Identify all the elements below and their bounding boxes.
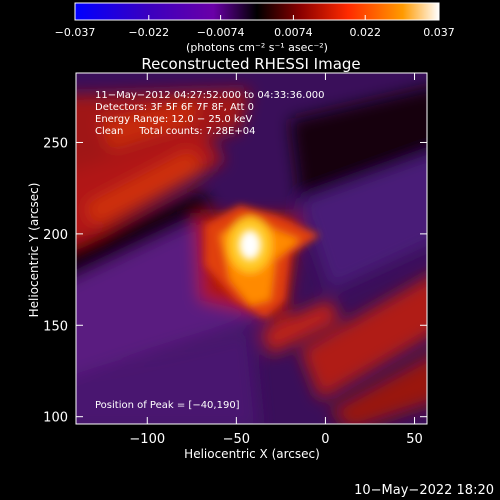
colorbar-tick-label: −0.0074	[197, 26, 245, 39]
x-tick-label: 0	[321, 432, 329, 447]
x-axis-label: Heliocentric X (arcsec)	[184, 447, 320, 461]
colorbar-ticks: −0.037 −0.022 −0.0074 0.0074 0.022 0.037	[55, 15, 455, 39]
annotation-block: 11−May−2012 04:27:52.000 to 04:33:36.000…	[95, 90, 325, 137]
colorbar	[74, 2, 440, 21]
y-tick-label: 200	[43, 228, 68, 243]
annotation-line: Clean Total counts: 7.28E+04	[95, 126, 255, 137]
footer-timestamp: 10−May−2022 18:20	[354, 483, 494, 498]
colorbar-tick-label: 0.022	[349, 26, 381, 39]
axis-ticks: −100 −50 0 50 100 150 200 250	[43, 73, 427, 447]
colorbar-tick-label: −0.037	[55, 26, 96, 39]
heatmap-image	[76, 73, 427, 424]
annotation-line: Detectors: 3F 5F 6F 7F 8F, Att 0	[95, 102, 254, 113]
y-tick-label: 250	[43, 136, 68, 151]
y-axis-label: Heliocentric Y (arcsec)	[27, 183, 41, 318]
y-tick-label: 100	[43, 411, 68, 426]
x-tick-label: −50	[223, 432, 250, 447]
peak-position-label: Position of Peak = [−40,190]	[95, 400, 240, 411]
colorbar-tick-label: −0.022	[128, 26, 169, 39]
annotation-line: 11−May−2012 04:27:52.000 to 04:33:36.000	[95, 90, 325, 101]
y-tick-label: 150	[43, 319, 68, 334]
x-tick-label: −100	[129, 432, 165, 447]
plot-frame	[75, 72, 428, 425]
chart-title: Reconstructed RHESSI Image	[141, 55, 360, 73]
colorbar-tick-label: 0.0074	[274, 26, 313, 39]
colorbar-unit-label: (photons cm⁻² s⁻¹ asec⁻²)	[186, 41, 328, 54]
annotation-line: Energy Range: 12.0 − 25.0 keV	[95, 114, 252, 125]
colorbar-tick-label: 0.037	[423, 26, 455, 39]
x-tick-label: 50	[406, 432, 423, 447]
